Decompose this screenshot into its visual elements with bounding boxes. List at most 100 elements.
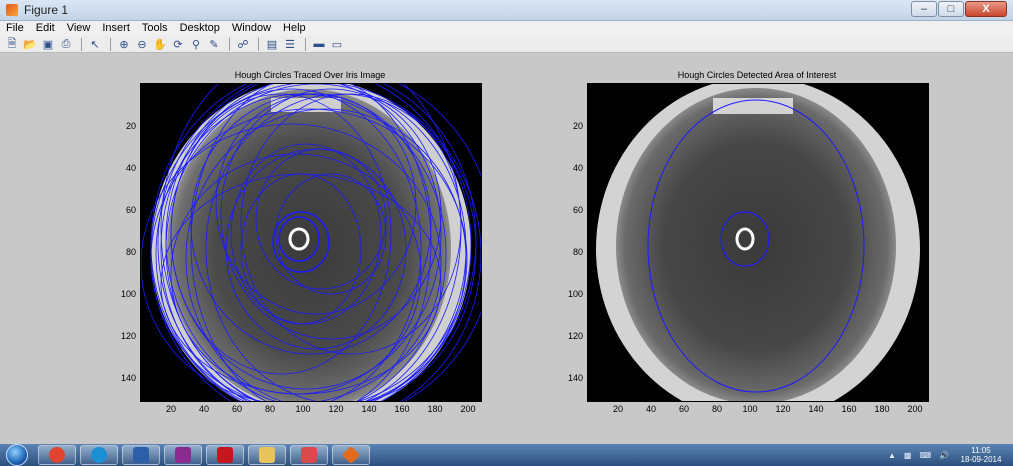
- x-tick: 60: [678, 404, 689, 414]
- right-plot-title: Hough Circles Detected Area of Interest: [677, 70, 837, 80]
- x-tick: 140: [808, 404, 824, 414]
- x-tick: 100: [742, 404, 758, 414]
- winrar-icon: [175, 447, 191, 463]
- x-tick: 60: [231, 404, 242, 414]
- link-icon[interactable]: ☍: [237, 38, 249, 51]
- brush-icon[interactable]: ✎: [209, 38, 219, 51]
- x-tick: 180: [427, 404, 443, 414]
- x-tick: 80: [711, 404, 722, 414]
- clock[interactable]: 11:05 18-09-2014: [957, 446, 1005, 464]
- pupil-reflection: [735, 227, 755, 251]
- x-tick: 100: [295, 404, 311, 414]
- save-icon[interactable]: ▣: [42, 38, 54, 51]
- image-viewer-icon: [301, 447, 317, 463]
- detected-iris-boundary: [647, 99, 865, 393]
- toolbar-separator: [81, 37, 82, 51]
- taskbar-image-viewer[interactable]: [290, 445, 328, 465]
- zoom-in-icon[interactable]: ⊕: [119, 38, 129, 51]
- menu-file[interactable]: File: [6, 22, 24, 34]
- y-tick: 120: [567, 331, 583, 341]
- x-tick: 180: [874, 404, 890, 414]
- y-tick: 140: [120, 373, 136, 383]
- taskbar-chrome[interactable]: [38, 445, 76, 465]
- right-plot-axes[interactable]: [587, 83, 929, 402]
- left-plot-title: Hough Circles Traced Over Iris Image: [234, 70, 386, 80]
- file-explorer-icon: [259, 447, 275, 463]
- pupil-circles: [272, 211, 330, 273]
- legend-icon[interactable]: ☰: [285, 38, 295, 51]
- y-tick: 20: [572, 121, 583, 131]
- show-hidden-icons-icon[interactable]: ▲: [888, 450, 896, 460]
- open-file-icon[interactable]: 📂: [23, 38, 37, 51]
- volume-icon[interactable]: 🔊: [939, 450, 949, 460]
- y-tick: 20: [125, 121, 136, 131]
- menu-help[interactable]: Help: [283, 22, 306, 34]
- zoom-out-icon[interactable]: ⊖: [137, 38, 147, 51]
- x-tick: 160: [394, 404, 410, 414]
- detected-pupil-boundary: [720, 211, 770, 267]
- x-tick: 160: [841, 404, 857, 414]
- iris: [167, 89, 451, 401]
- rotate-icon[interactable]: ⟳: [173, 38, 183, 51]
- menu-desktop[interactable]: Desktop: [179, 22, 220, 34]
- y-tick: 40: [125, 163, 136, 173]
- start-button[interactable]: [0, 444, 34, 466]
- network-icon[interactable]: ▩: [903, 450, 912, 460]
- y-tick: 100: [120, 289, 136, 299]
- taskbar-skype[interactable]: [80, 445, 118, 465]
- x-tick: 40: [198, 404, 209, 414]
- matlab-figure-icon: [6, 4, 18, 16]
- data-cursor-icon[interactable]: ⚲: [191, 38, 201, 51]
- y-tick: 140: [567, 373, 583, 383]
- pan-icon[interactable]: ✋: [153, 38, 167, 51]
- taskbar-file-explorer[interactable]: [248, 445, 286, 465]
- x-tick: 200: [460, 404, 476, 414]
- show-plot-tools-icon[interactable]: ▭: [331, 38, 343, 51]
- maximize-button[interactable]: □: [938, 1, 964, 17]
- x-tick: 20: [612, 404, 623, 414]
- y-tick: 80: [125, 247, 136, 257]
- close-button[interactable]: X: [965, 1, 1007, 17]
- hough-circles: [141, 84, 481, 401]
- x-tick: 20: [165, 404, 176, 414]
- taskbar-word[interactable]: [122, 445, 160, 465]
- x-tick: 80: [264, 404, 275, 414]
- figure-toolbar: 🗎 📂 ▣ ⎙ ↖ ⊕ ⊖ ✋ ⟳ ⚲ ✎ ☍ ▤ ☰ ▬ ▭: [0, 36, 1013, 53]
- minimize-button[interactable]: –: [911, 1, 937, 17]
- colorbar-icon[interactable]: ▤: [266, 38, 278, 51]
- iris: [616, 88, 896, 401]
- matlab-icon: [341, 445, 361, 465]
- new-figure-icon[interactable]: 🗎: [7, 37, 17, 50]
- keyboard-icon[interactable]: ⌨: [919, 450, 932, 460]
- x-tick: 140: [361, 404, 377, 414]
- taskbar-matlab[interactable]: [332, 445, 370, 465]
- menu-insert[interactable]: Insert: [102, 22, 130, 34]
- window-title: Figure 1: [24, 3, 69, 17]
- pupil-reflection: [288, 227, 310, 251]
- hide-plot-tools-icon[interactable]: ▬: [313, 38, 325, 50]
- menu-edit[interactable]: Edit: [35, 22, 55, 34]
- menu-view[interactable]: View: [66, 22, 91, 34]
- window-titlebar: Figure 1 – □ X: [0, 0, 1013, 21]
- menu-window[interactable]: Window: [231, 22, 272, 34]
- y-tick: 100: [567, 289, 583, 299]
- x-tick: 120: [775, 404, 791, 414]
- menu-tools[interactable]: Tools: [141, 22, 168, 34]
- y-tick: 40: [572, 163, 583, 173]
- arrow-icon[interactable]: ↖: [90, 38, 100, 51]
- print-icon[interactable]: ⎙: [61, 37, 71, 50]
- figure-canvas: Hough Circles Traced Over Iris Image: [0, 54, 1013, 444]
- x-tick: 200: [907, 404, 923, 414]
- chrome-icon: [49, 447, 65, 463]
- acrobat-icon: [217, 447, 233, 463]
- windows-taskbar: ▲ ▩ ⌨ 🔊 11:05 18-09-2014: [0, 444, 1013, 466]
- left-plot-axes[interactable]: [140, 83, 482, 402]
- taskbar-winrar[interactable]: [164, 445, 202, 465]
- clock-time: 11:05: [971, 446, 991, 455]
- taskbar-acrobat[interactable]: [206, 445, 244, 465]
- windows-logo-icon: [6, 444, 28, 466]
- toolbar-separator: [258, 37, 259, 51]
- skype-icon: [91, 447, 107, 463]
- left-iris-image: [141, 84, 481, 401]
- x-tick: 40: [645, 404, 656, 414]
